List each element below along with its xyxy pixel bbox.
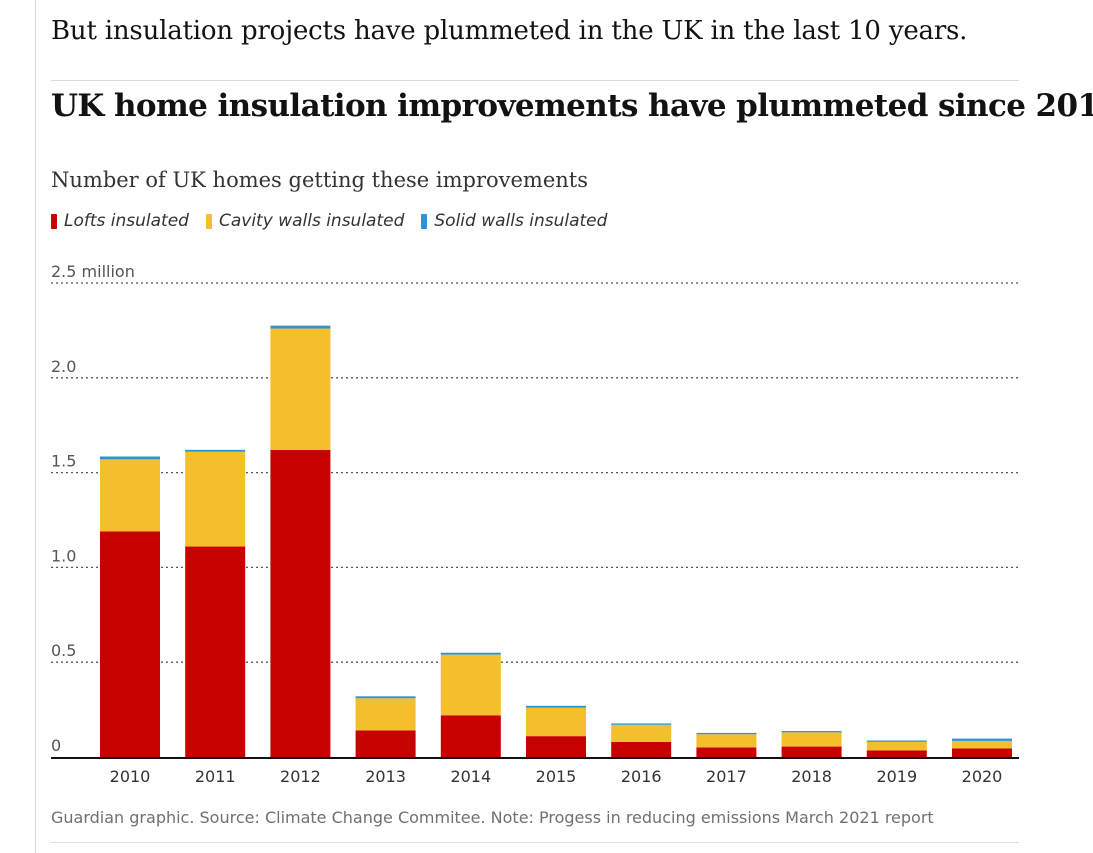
x-tick-label: 2013: [365, 767, 406, 786]
bar-lofts-insulated-2016: [611, 741, 672, 757]
bar-cavity-walls-insulated-2019: [866, 741, 927, 751]
x-tick-label: 2011: [195, 767, 236, 786]
bar-lofts-insulated-2014: [440, 715, 501, 757]
bar-solid-walls-insulated-2018: [781, 731, 842, 733]
x-tick-label: 2019: [876, 767, 917, 786]
legend-label-lofts: Lofts insulated: [64, 211, 189, 231]
bar-cavity-walls-insulated-2010: [100, 459, 160, 532]
bar-cavity-walls-insulated-2018: [781, 732, 842, 747]
chart-title: UK home insulation improvements have plu…: [51, 88, 1093, 124]
x-tick-label: 2016: [621, 767, 662, 786]
bar-lofts-insulated-2018: [781, 746, 842, 757]
bar-solid-walls-insulated-2016: [611, 723, 672, 725]
legend-label-cavity-walls: Cavity walls insulated: [218, 211, 405, 231]
chart-subtitle: Number of UK homes getting these improve…: [51, 168, 589, 192]
x-tick-label: 2020: [962, 767, 1003, 786]
intro-text: But insulation projects have plummeted i…: [51, 16, 968, 46]
y-tick-label: 2.5 million: [51, 262, 135, 281]
bar-lofts-insulated-2013: [355, 730, 416, 757]
bar-solid-walls-insulated-2012: [270, 325, 331, 329]
bar-lofts-insulated-2012: [270, 449, 331, 757]
bottom-divider: [51, 842, 1019, 843]
bar-solid-walls-insulated-2014: [440, 652, 501, 655]
x-tick-label: 2014: [450, 767, 491, 786]
legend-item-cavity-walls: Cavity walls insulated: [205, 211, 405, 231]
bar-lofts-insulated-2019: [866, 750, 927, 757]
y-tick-label: 1.5: [51, 452, 76, 471]
source-note: Guardian graphic. Source: Climate Change…: [51, 808, 934, 827]
x-tick-label: 2010: [110, 767, 151, 786]
y-tick-label: 2.0: [51, 357, 76, 376]
bar-cavity-walls-insulated-2016: [611, 724, 672, 742]
legend-swatch-solid-walls: [421, 213, 428, 229]
y-tick-label: 0: [51, 736, 61, 755]
legend-item-solid-walls: Solid walls insulated: [421, 211, 607, 231]
y-tick-label: 0.5: [51, 641, 76, 660]
bar-solid-walls-insulated-2013: [355, 696, 416, 699]
bar-cavity-walls-insulated-2012: [270, 328, 331, 450]
left-border: [35, 0, 36, 853]
legend-swatch-cavity-walls: [205, 213, 212, 229]
bar-cavity-walls-insulated-2017: [696, 734, 757, 748]
legend-swatch-lofts: [51, 213, 57, 229]
bar-cavity-walls-insulated-2014: [440, 654, 501, 716]
bar-cavity-walls-insulated-2015: [526, 707, 586, 737]
bar-solid-walls-insulated-2010: [100, 456, 160, 460]
bar-solid-walls-insulated-2017: [696, 732, 757, 735]
bar-cavity-walls-insulated-2013: [355, 698, 416, 731]
legend-label-solid-walls: Solid walls insulated: [434, 211, 608, 231]
bar-lofts-insulated-2017: [696, 747, 757, 757]
legend-item-lofts: Lofts insulated: [51, 211, 189, 231]
x-tick-label: 2018: [791, 767, 832, 786]
x-tick-label: 2012: [280, 767, 321, 786]
bar-lofts-insulated-2015: [526, 736, 586, 757]
bar-solid-walls-insulated-2019: [866, 740, 927, 742]
bar-lofts-insulated-2020: [952, 748, 1012, 757]
y-tick-label: 1.0: [51, 546, 76, 565]
bar-lofts-insulated-2010: [100, 531, 160, 757]
bar-solid-walls-insulated-2015: [526, 705, 586, 708]
bar-solid-walls-insulated-2011: [185, 449, 246, 452]
chart-legend: Lofts insulated Cavity walls insulated S…: [51, 211, 624, 231]
bar-lofts-insulated-2011: [185, 546, 246, 757]
bar-solid-walls-insulated-2020: [952, 738, 1012, 741]
top-divider: [51, 80, 1019, 81]
bar-cavity-walls-insulated-2020: [952, 740, 1012, 749]
x-tick-label: 2017: [706, 767, 747, 786]
bar-cavity-walls-insulated-2011: [185, 451, 246, 547]
x-tick-label: 2015: [536, 767, 577, 786]
